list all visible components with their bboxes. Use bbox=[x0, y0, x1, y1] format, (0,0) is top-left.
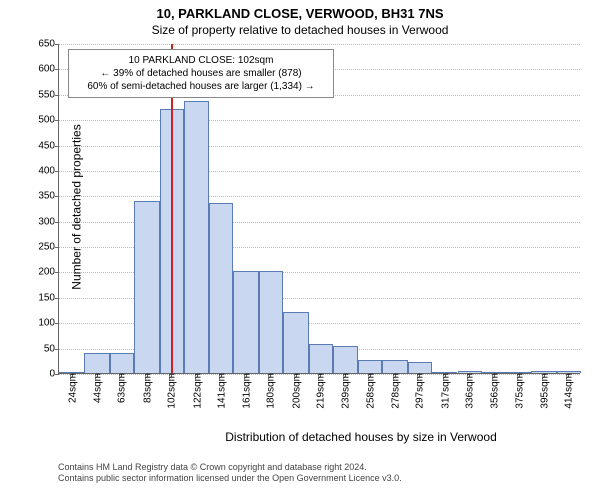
y-tick-label: 350 bbox=[38, 191, 59, 202]
y-tick-label: 50 bbox=[44, 343, 59, 354]
x-tick-label: 161sqm bbox=[240, 373, 253, 409]
histogram-bar bbox=[134, 201, 159, 373]
attribution-line-1: Contains HM Land Registry data © Crown c… bbox=[58, 462, 402, 473]
x-tick-label: 219sqm bbox=[314, 373, 327, 409]
attribution-line-2: Contains public sector information licen… bbox=[58, 473, 402, 484]
chart-title-sub: Size of property relative to detached ho… bbox=[0, 21, 600, 37]
histogram-bar bbox=[259, 271, 283, 373]
x-tick-label: 180sqm bbox=[264, 373, 277, 409]
y-tick-label: 400 bbox=[38, 165, 59, 176]
histogram-bar bbox=[408, 362, 432, 373]
annotation-line-2: ← 39% of detached houses are smaller (87… bbox=[75, 67, 327, 80]
histogram-chart: 10, PARKLAND CLOSE, VERWOOD, BH31 7NS Si… bbox=[0, 0, 600, 500]
histogram-bar bbox=[110, 353, 134, 373]
x-tick-label: 24sqm bbox=[65, 373, 78, 403]
histogram-bar bbox=[283, 312, 308, 373]
grid-line bbox=[59, 44, 580, 45]
x-tick-label: 278sqm bbox=[389, 373, 402, 409]
y-tick-label: 200 bbox=[38, 267, 59, 278]
y-tick-label: 600 bbox=[38, 64, 59, 75]
x-tick-label: 83sqm bbox=[140, 373, 153, 403]
y-tick-label: 100 bbox=[38, 318, 59, 329]
y-tick-label: 250 bbox=[38, 242, 59, 253]
x-axis-label: Distribution of detached houses by size … bbox=[160, 430, 562, 444]
y-tick-label: 300 bbox=[38, 216, 59, 227]
annotation-line-1: 10 PARKLAND CLOSE: 102sqm bbox=[75, 54, 327, 67]
x-tick-label: 102sqm bbox=[165, 373, 178, 409]
grid-line bbox=[59, 171, 580, 172]
histogram-bar bbox=[358, 360, 382, 373]
grid-line bbox=[59, 196, 580, 197]
x-tick-label: 356sqm bbox=[488, 373, 501, 409]
y-tick-label: 650 bbox=[38, 39, 59, 50]
x-tick-label: 141sqm bbox=[214, 373, 227, 409]
grid-line bbox=[59, 120, 580, 121]
x-tick-label: 414sqm bbox=[562, 373, 575, 409]
x-tick-label: 200sqm bbox=[289, 373, 302, 409]
attribution-text: Contains HM Land Registry data © Crown c… bbox=[58, 462, 402, 484]
y-tick-label: 150 bbox=[38, 292, 59, 303]
chart-title-main: 10, PARKLAND CLOSE, VERWOOD, BH31 7NS bbox=[0, 0, 600, 21]
histogram-bar bbox=[184, 101, 209, 373]
y-tick-label: 0 bbox=[49, 369, 59, 380]
x-tick-label: 317sqm bbox=[438, 373, 451, 409]
histogram-bar bbox=[209, 203, 233, 373]
histogram-bar bbox=[309, 344, 333, 373]
x-tick-label: 297sqm bbox=[413, 373, 426, 409]
annotation-box: 10 PARKLAND CLOSE: 102sqm ← 39% of detac… bbox=[68, 49, 334, 98]
grid-line bbox=[59, 146, 580, 147]
histogram-bar bbox=[333, 346, 358, 373]
y-axis-label: Number of detached properties bbox=[70, 124, 84, 289]
histogram-bar bbox=[84, 353, 109, 373]
x-tick-label: 122sqm bbox=[190, 373, 203, 409]
x-tick-label: 395sqm bbox=[538, 373, 551, 409]
x-tick-label: 336sqm bbox=[462, 373, 475, 409]
annotation-line-3: 60% of semi-detached houses are larger (… bbox=[75, 80, 327, 93]
y-tick-label: 550 bbox=[38, 89, 59, 100]
y-tick-label: 500 bbox=[38, 115, 59, 126]
x-tick-label: 239sqm bbox=[339, 373, 352, 409]
histogram-bar bbox=[382, 360, 407, 373]
x-tick-label: 63sqm bbox=[115, 373, 128, 403]
x-tick-label: 258sqm bbox=[363, 373, 376, 409]
x-tick-label: 44sqm bbox=[91, 373, 104, 403]
y-tick-label: 450 bbox=[38, 140, 59, 151]
histogram-bar bbox=[233, 271, 258, 373]
x-tick-label: 375sqm bbox=[512, 373, 525, 409]
